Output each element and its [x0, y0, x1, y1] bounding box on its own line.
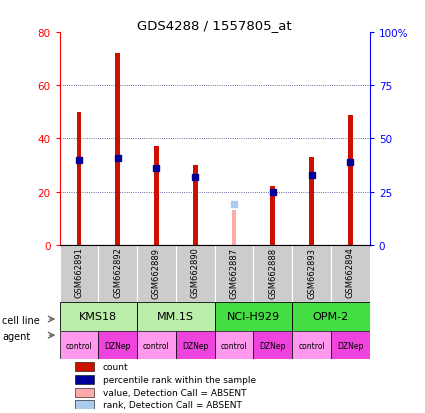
Bar — [331, 331, 370, 360]
Bar — [75, 401, 94, 409]
Text: rank, Detection Call = ABSENT: rank, Detection Call = ABSENT — [103, 401, 242, 409]
Text: percentile rank within the sample: percentile rank within the sample — [103, 375, 256, 384]
Text: GSM662887: GSM662887 — [230, 247, 238, 298]
Text: agent: agent — [2, 332, 30, 342]
Text: control: control — [143, 341, 170, 350]
Text: control: control — [65, 341, 92, 350]
Text: OPM-2: OPM-2 — [313, 311, 349, 321]
Bar — [292, 245, 331, 302]
Text: value, Detection Call = ABSENT: value, Detection Call = ABSENT — [103, 388, 246, 396]
Text: control: control — [298, 341, 325, 350]
Bar — [331, 245, 370, 302]
Bar — [215, 245, 253, 302]
Text: control: control — [221, 341, 247, 350]
Text: MM.1S: MM.1S — [157, 311, 194, 321]
Text: KMS18: KMS18 — [79, 311, 117, 321]
Text: GSM662893: GSM662893 — [307, 247, 316, 298]
Title: GDS4288 / 1557805_at: GDS4288 / 1557805_at — [137, 19, 292, 32]
Bar — [270, 187, 275, 245]
Bar — [60, 331, 98, 360]
Text: DZNep: DZNep — [105, 341, 131, 350]
Bar — [137, 331, 176, 360]
Text: GSM662889: GSM662889 — [152, 247, 161, 298]
Bar — [215, 302, 292, 331]
Bar — [137, 302, 215, 331]
Text: cell line: cell line — [2, 315, 40, 325]
Bar — [232, 211, 236, 245]
Text: NCI-H929: NCI-H929 — [227, 311, 280, 321]
Bar — [193, 166, 198, 245]
Bar — [75, 375, 94, 384]
Text: GSM662894: GSM662894 — [346, 247, 355, 298]
Bar — [98, 331, 137, 360]
Text: GSM662892: GSM662892 — [113, 247, 122, 298]
Text: GSM662888: GSM662888 — [268, 247, 277, 298]
Bar — [154, 147, 159, 245]
Bar — [292, 331, 331, 360]
Bar — [309, 158, 314, 245]
Bar — [98, 245, 137, 302]
Bar — [137, 245, 176, 302]
Bar — [348, 115, 353, 245]
Bar — [115, 54, 120, 245]
Bar — [76, 113, 81, 245]
Bar — [253, 331, 292, 360]
Text: DZNep: DZNep — [337, 341, 363, 350]
Bar — [176, 331, 215, 360]
Text: GSM662890: GSM662890 — [191, 247, 200, 298]
Bar — [60, 302, 137, 331]
Bar — [75, 388, 94, 396]
Bar — [253, 245, 292, 302]
Bar — [176, 245, 215, 302]
Text: DZNep: DZNep — [260, 341, 286, 350]
Text: count: count — [103, 362, 128, 371]
Bar — [215, 331, 253, 360]
Text: DZNep: DZNep — [182, 341, 208, 350]
Bar — [292, 302, 370, 331]
Text: GSM662891: GSM662891 — [74, 247, 83, 298]
Bar — [60, 245, 98, 302]
Bar — [75, 362, 94, 371]
